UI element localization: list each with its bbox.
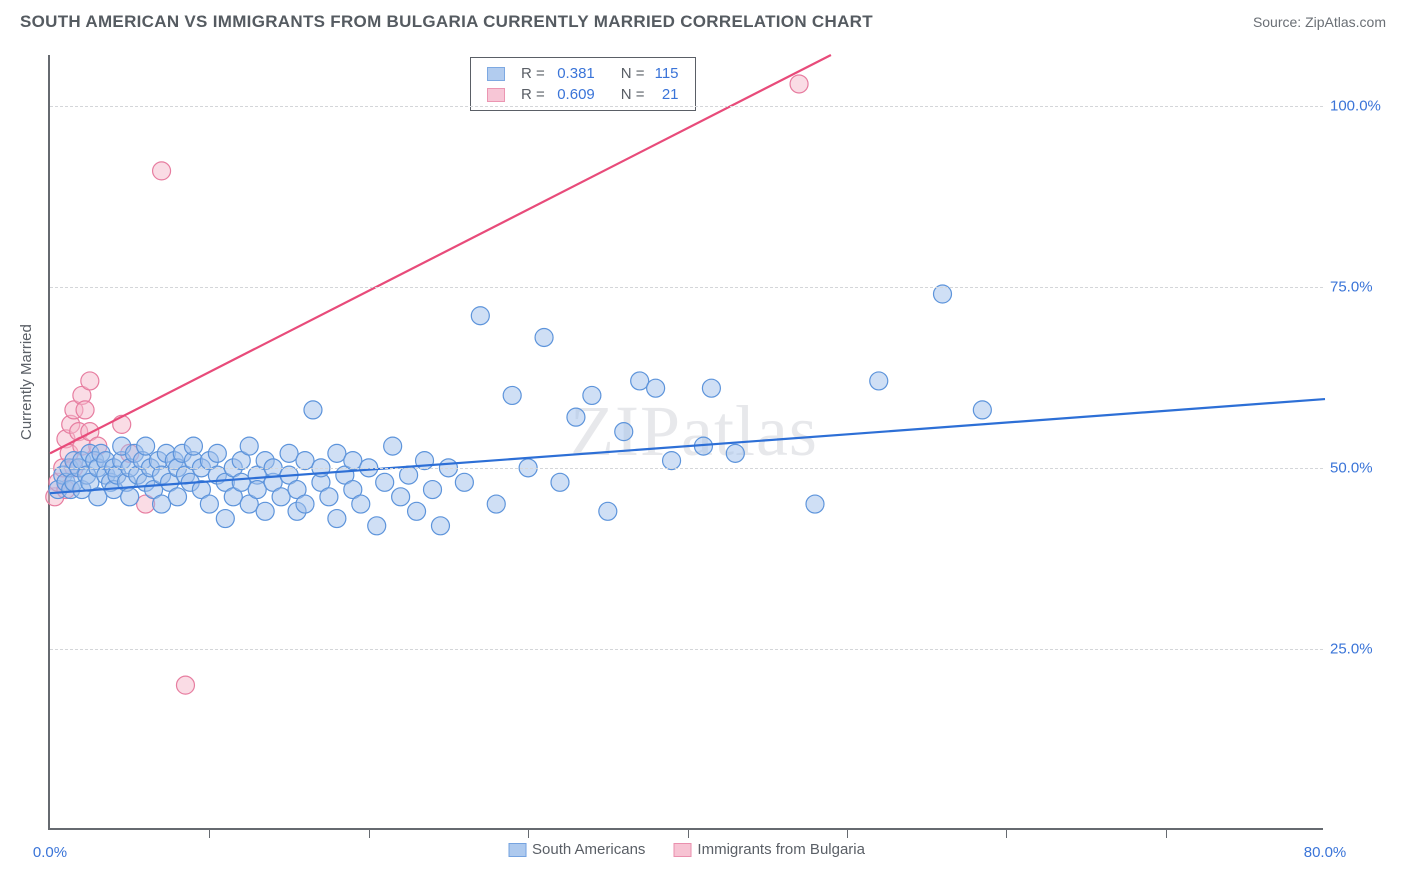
data-point [384, 437, 402, 455]
data-point [304, 401, 322, 419]
data-point [137, 437, 155, 455]
y-tick-label: 50.0% [1330, 459, 1373, 476]
x-tick-label: 0.0% [33, 844, 67, 861]
data-point [200, 495, 218, 513]
x-tick [847, 828, 848, 838]
data-point [328, 444, 346, 462]
x-tick [1166, 828, 1167, 838]
data-point [232, 473, 250, 491]
x-tick [688, 828, 689, 838]
legend-swatch [487, 88, 505, 102]
correlation-legend-table: R =0.381 N =115 R =0.609 N =21 [481, 62, 685, 106]
data-point [647, 379, 665, 397]
data-point [184, 437, 202, 455]
legend-r-label: R = [517, 64, 549, 83]
data-point [790, 75, 808, 93]
y-axis-label: Currently Married [18, 324, 35, 440]
x-tick [1006, 828, 1007, 838]
data-point [376, 473, 394, 491]
legend-item: Immigrants from Bulgaria [673, 841, 865, 858]
data-point [615, 423, 633, 441]
y-tick-label: 25.0% [1330, 640, 1373, 657]
data-point [81, 372, 99, 390]
plot-area: ZIPatlas R =0.381N =115R =0.609N =21 Sou… [48, 55, 1323, 830]
legend-r-value: 0.381 [551, 64, 599, 83]
legend-r-value: 0.609 [551, 85, 599, 104]
data-point [424, 481, 442, 499]
data-point [503, 386, 521, 404]
data-point [806, 495, 824, 513]
grid-line [50, 106, 1323, 107]
data-point [471, 307, 489, 325]
grid-line [50, 287, 1323, 288]
chart-title: SOUTH AMERICAN VS IMMIGRANTS FROM BULGAR… [20, 12, 873, 32]
data-point [599, 502, 617, 520]
legend-swatch [508, 843, 526, 857]
data-point [121, 488, 139, 506]
data-point [631, 372, 649, 390]
data-point [535, 328, 553, 346]
data-point [368, 517, 386, 535]
legend-swatch [673, 843, 691, 857]
legend-item: South Americans [508, 841, 645, 858]
title-bar: SOUTH AMERICAN VS IMMIGRANTS FROM BULGAR… [0, 0, 1406, 40]
data-point [76, 401, 94, 419]
data-point [320, 488, 338, 506]
data-point [328, 510, 346, 528]
data-point [583, 386, 601, 404]
legend-label: South Americans [532, 841, 645, 858]
data-point [870, 372, 888, 390]
legend-n-value: 21 [651, 85, 683, 104]
legend-r-label: R = [517, 85, 549, 104]
legend-swatch [487, 67, 505, 81]
grid-line [50, 468, 1323, 469]
legend-n-label: N = [617, 64, 649, 83]
data-point [176, 676, 194, 694]
y-tick-label: 75.0% [1330, 278, 1373, 295]
legend-row: R =0.381 N =115 [483, 64, 683, 83]
data-point [169, 488, 187, 506]
data-point [487, 495, 505, 513]
x-tick-label: 80.0% [1304, 844, 1347, 861]
data-point [408, 502, 426, 520]
data-point [240, 437, 258, 455]
data-point [280, 444, 298, 462]
grid-line [50, 649, 1323, 650]
data-point [392, 488, 410, 506]
data-point [248, 481, 266, 499]
series-legend: South Americans Immigrants from Bulgaria [508, 841, 865, 858]
correlation-legend: R =0.381 N =115 R =0.609 N =21 [470, 57, 696, 111]
legend-label: Immigrants from Bulgaria [697, 841, 865, 858]
data-point [702, 379, 720, 397]
legend-row: R =0.609 N =21 [483, 85, 683, 104]
data-point [551, 473, 569, 491]
legend-n-label: N = [617, 85, 649, 104]
data-point [431, 517, 449, 535]
x-tick [209, 828, 210, 838]
data-point [153, 162, 171, 180]
data-point [272, 488, 290, 506]
data-point [567, 408, 585, 426]
legend-n-value: 115 [651, 64, 683, 83]
data-point [113, 415, 131, 433]
data-point [455, 473, 473, 491]
data-point [208, 444, 226, 462]
data-point [216, 510, 234, 528]
x-tick [369, 828, 370, 838]
data-point [153, 495, 171, 513]
scatter-svg [50, 55, 1323, 828]
y-tick-label: 100.0% [1330, 97, 1381, 114]
data-point [296, 495, 314, 513]
data-point [352, 495, 370, 513]
data-point [256, 502, 274, 520]
data-point [973, 401, 991, 419]
source-label: Source: ZipAtlas.com [1253, 14, 1386, 30]
data-point [726, 444, 744, 462]
x-tick [528, 828, 529, 838]
